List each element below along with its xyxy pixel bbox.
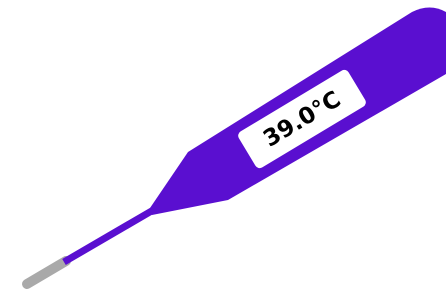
thermometer-illustration: 39.0°C: [0, 0, 446, 293]
stem: [64, 209, 155, 262]
page: 39.0°C (() => { const data = JSON.parse(…: [0, 0, 446, 293]
probe-tip: [27, 261, 66, 284]
